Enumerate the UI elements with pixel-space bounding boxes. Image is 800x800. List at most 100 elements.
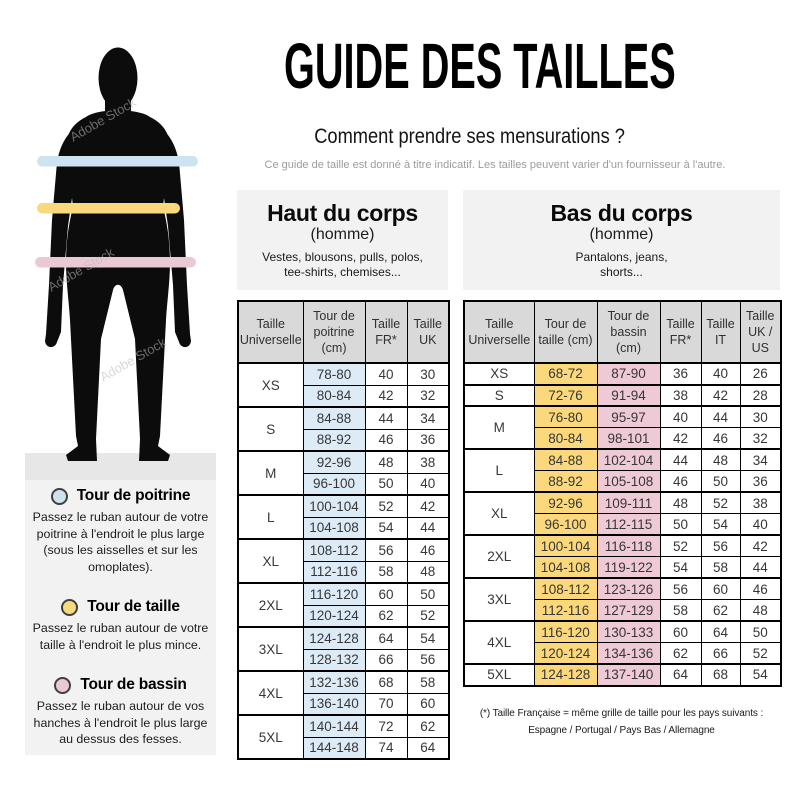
size-cell: 2XL: [463, 534, 535, 579]
value-cell: 50: [700, 470, 741, 493]
value-cell: 40: [406, 472, 450, 496]
value-cell: 144-148: [302, 736, 366, 760]
column-header: Tour de bassin (cm): [596, 300, 661, 364]
value-cell: 62: [406, 714, 450, 738]
upper-body-gender: (homme): [310, 226, 375, 243]
upper-body-size-table: Taille Universelle Tour de poitrine (cm) T…: [237, 300, 450, 760]
lower-body-title: Bas du corps: [550, 200, 693, 226]
value-cell: 58: [406, 670, 450, 694]
value-cell: 56: [406, 648, 450, 672]
value-cell: 30: [739, 405, 782, 428]
size-cell: XS: [237, 362, 304, 408]
value-cell: 64: [659, 663, 702, 686]
value-cell: 52: [406, 604, 450, 628]
value-cell: 50: [659, 513, 702, 536]
value-cell: 58: [659, 599, 702, 622]
legend-waist-description: Passez le ruban autour de votre taille à…: [32, 621, 209, 652]
column-header: Taille UK: [406, 300, 450, 364]
value-cell: 124-128: [533, 663, 598, 686]
value-cell: 46: [739, 577, 782, 600]
value-cell: 120-124: [302, 604, 366, 628]
value-cell: 54: [739, 663, 782, 686]
value-cell: 88-92: [302, 428, 366, 452]
legend-item-hips: Tour de bassin Passez le ruban autour de…: [27, 676, 214, 748]
value-cell: 42: [739, 534, 782, 557]
value-cell: 128-132: [302, 648, 366, 672]
legend-chest-description: Passez le ruban autour de votre poitrine…: [32, 510, 209, 574]
value-cell: 100-104: [533, 534, 598, 557]
value-cell: 50: [364, 472, 408, 496]
size-cell: 2XL: [237, 582, 304, 628]
value-cell: 58: [364, 560, 408, 584]
value-cell: 44: [659, 448, 702, 471]
size-cell: 3XL: [463, 577, 535, 622]
value-cell: 52: [700, 491, 741, 514]
value-cell: 46: [700, 427, 741, 450]
value-cell: 54: [700, 513, 741, 536]
value-cell: 108-112: [302, 538, 366, 562]
value-cell: 84-88: [533, 448, 598, 471]
value-cell: 42: [700, 383, 741, 407]
column-header: Taille FR*: [659, 300, 702, 364]
value-cell: 70: [364, 692, 408, 716]
value-cell: 42: [659, 427, 702, 450]
value-cell: 28: [739, 383, 782, 407]
value-cell: 26: [739, 362, 782, 385]
value-cell: 60: [659, 620, 702, 643]
value-cell: 36: [659, 362, 702, 385]
value-cell: 50: [406, 582, 450, 606]
lower-body-size-table: Taille Universelle Tour de taille (cm) Tou…: [463, 300, 782, 687]
page-header: GUIDE DES TAILLES Comment prendre ses me…: [170, 34, 770, 149]
hips-measurement-band: [35, 257, 196, 268]
silhouette-left-arm: [45, 128, 76, 348]
legend-waist-title: Tour de taille: [87, 598, 180, 615]
value-cell: 119-122: [596, 556, 661, 579]
value-cell: 52: [659, 534, 702, 557]
column-header: Taille Universelle: [237, 300, 304, 364]
value-cell: 88-92: [533, 470, 598, 493]
silhouette-torso-legs: [66, 110, 170, 461]
value-cell: 127-129: [596, 599, 661, 622]
value-cell: 95-97: [596, 405, 661, 428]
legend-chest-title: Tour de poitrine: [76, 487, 191, 504]
value-cell: 108-112: [533, 577, 598, 600]
body-silhouette: [35, 47, 198, 461]
floor-strip: [25, 453, 216, 480]
size-cell: 3XL: [237, 626, 304, 672]
size-cell: XL: [237, 538, 304, 584]
value-cell: 112-116: [302, 560, 366, 584]
footnote-line1: (*) Taille Française = même grille de ta…: [479, 708, 764, 719]
size-cell: 5XL: [237, 714, 304, 760]
value-cell: 68: [364, 670, 408, 694]
value-cell: 74: [364, 736, 408, 760]
value-cell: 48: [739, 599, 782, 622]
column-header: Taille UK / US: [739, 300, 782, 364]
hips-color-dot-icon: [54, 676, 72, 694]
value-cell: 100-104: [302, 494, 366, 518]
size-cell: 4XL: [463, 620, 535, 665]
value-cell: 78-80: [302, 362, 366, 386]
value-cell: 48: [364, 450, 408, 474]
value-cell: 91-94: [596, 383, 661, 407]
value-cell: 116-120: [302, 582, 366, 606]
value-cell: 42: [406, 494, 450, 518]
value-cell: 48: [700, 448, 741, 471]
silhouette-neck: [105, 90, 131, 114]
value-cell: 96-100: [533, 513, 598, 536]
value-cell: 58: [700, 556, 741, 579]
size-cell: S: [237, 406, 304, 452]
value-cell: 46: [406, 538, 450, 562]
chest-measurement-band: [37, 156, 198, 167]
value-cell: 137-140: [596, 663, 661, 686]
value-cell: 84-88: [302, 406, 366, 430]
value-cell: 104-108: [533, 556, 598, 579]
value-cell: 112-115: [596, 513, 661, 536]
value-cell: 66: [364, 648, 408, 672]
column-header: Tour de taille (cm): [533, 300, 598, 364]
value-cell: 60: [406, 692, 450, 716]
column-header: Taille Universelle: [463, 300, 535, 364]
value-cell: 60: [364, 582, 408, 606]
value-cell: 42: [364, 384, 408, 408]
footnote-line2: Espagne / Portugal / Pays Bas / Allemagn…: [528, 725, 715, 736]
